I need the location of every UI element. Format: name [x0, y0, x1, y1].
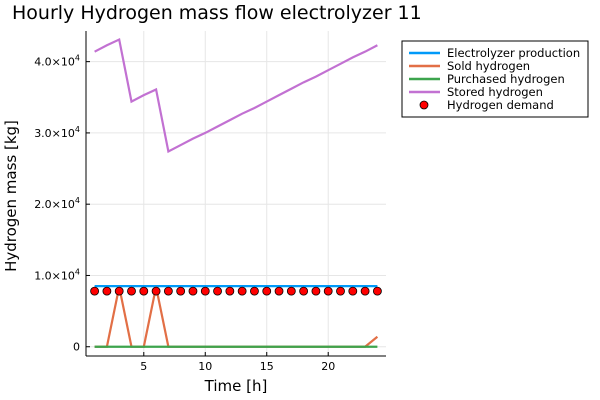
demand-point	[274, 286, 284, 296]
demand-point	[213, 286, 222, 296]
grid-layer	[86, 31, 386, 356]
demand-point	[360, 286, 370, 296]
demand-point	[299, 286, 309, 296]
demand-point	[200, 286, 210, 296]
y-tick-label: 1.0×104	[34, 267, 80, 282]
y-tick-label: 4.0×104	[34, 54, 80, 69]
y-tick-exponent: 4	[75, 54, 80, 63]
y-tick-exponent: 4	[75, 196, 80, 205]
demand-point	[250, 286, 259, 296]
demand-point	[262, 286, 272, 296]
demand-point	[127, 286, 136, 296]
demand-point	[286, 286, 296, 296]
y-tick-mantissa: 4.0×10	[34, 56, 75, 69]
x-tick-label: 10	[198, 360, 212, 373]
y-tick-mantissa: 0	[73, 341, 80, 354]
demand-point	[114, 286, 124, 296]
demand-point	[163, 286, 173, 296]
y-tick-mantissa: 1.0×10	[34, 269, 75, 282]
y-tick-mantissa: 3.0×10	[34, 127, 75, 140]
demand-point	[102, 286, 112, 296]
y-tick-mantissa: 2.0×10	[34, 198, 75, 211]
legend-entry-label: Hydrogen demand	[447, 98, 554, 112]
demand-point	[372, 286, 382, 296]
y-tick-exponent: 4	[75, 125, 80, 134]
demand-point	[176, 286, 186, 296]
demand-point	[225, 286, 235, 296]
y-tick-exponent: 4	[75, 267, 80, 276]
x-tick-label: 15	[260, 360, 274, 373]
demand-point	[139, 286, 149, 296]
demand-point	[311, 286, 321, 296]
y-tick-label: 2.0×104	[34, 196, 80, 211]
demand-point	[151, 286, 161, 296]
legend-entry-label: Stored hydrogen	[447, 85, 543, 99]
legend-entry-label: Electrolyzer production	[447, 46, 580, 60]
x-tick-label: 20	[321, 360, 335, 373]
series-line-1	[94, 286, 379, 348]
demand-point	[90, 286, 100, 296]
legend-entry-label: Purchased hydrogen	[447, 72, 565, 86]
y-tick-label: 3.0×104	[34, 125, 80, 140]
x-tick-label: 5	[140, 360, 147, 373]
x-axis-label: Time [h]	[204, 377, 268, 395]
demand-point	[348, 286, 358, 296]
demand-point	[237, 286, 247, 296]
demand-point	[188, 286, 198, 296]
chart-title: Hourly Hydrogen mass flow electrolyzer 1…	[12, 2, 422, 24]
demand-point	[323, 286, 333, 296]
legend-entry-label: Sold hydrogen	[447, 59, 530, 73]
demand-point	[336, 286, 345, 296]
series-line-3	[94, 37, 378, 154]
series-layer	[90, 37, 382, 348]
y-tick-label: 0	[73, 341, 80, 354]
legend-swatch-marker	[419, 100, 429, 110]
y-axis-label: Hydrogen mass [kg]	[2, 120, 20, 272]
